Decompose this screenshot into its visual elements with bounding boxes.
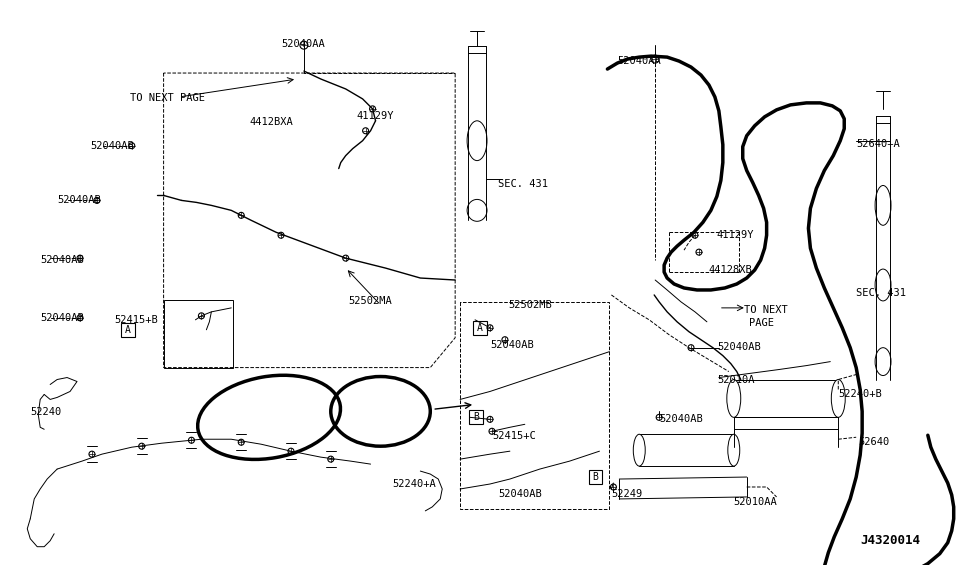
Text: 52040AB: 52040AB <box>498 489 542 499</box>
Text: 52240+A: 52240+A <box>393 479 436 489</box>
Ellipse shape <box>832 380 845 417</box>
Ellipse shape <box>726 380 741 417</box>
Text: SEC. 431: SEC. 431 <box>498 178 548 188</box>
Text: 52240: 52240 <box>30 408 61 417</box>
Text: 52502MA: 52502MA <box>349 296 392 306</box>
Bar <box>589 470 603 484</box>
Text: A: A <box>477 323 483 333</box>
Text: B: B <box>593 472 599 482</box>
Text: 52415+C: 52415+C <box>492 431 535 441</box>
Text: B: B <box>473 413 479 422</box>
Text: 52040AB: 52040AB <box>40 313 84 323</box>
Bar <box>640 434 734 466</box>
Text: 52640: 52640 <box>858 438 889 447</box>
Text: 4412BXA: 4412BXA <box>250 117 292 127</box>
Text: A: A <box>125 325 131 335</box>
Text: 44128XB: 44128XB <box>709 265 753 275</box>
Text: 52040AA: 52040AA <box>281 39 325 49</box>
Text: 52040AB: 52040AB <box>40 255 84 265</box>
Text: 52010A: 52010A <box>717 375 755 384</box>
Ellipse shape <box>727 434 740 466</box>
Text: 52502MB: 52502MB <box>508 300 552 310</box>
Text: 52040AB: 52040AB <box>659 414 703 424</box>
Bar <box>473 321 487 335</box>
Bar <box>121 323 135 337</box>
Bar <box>469 410 483 424</box>
Text: 52010AA: 52010AA <box>734 497 777 507</box>
Text: 52240+B: 52240+B <box>838 389 882 400</box>
Text: 52415+B: 52415+B <box>114 315 158 325</box>
Text: 52640+A: 52640+A <box>856 139 900 149</box>
Text: 52040AB: 52040AB <box>717 342 760 351</box>
Text: 41129Y: 41129Y <box>357 111 394 121</box>
Text: 52040AB: 52040AB <box>58 195 100 205</box>
Text: J4320014: J4320014 <box>860 534 920 547</box>
Text: PAGE: PAGE <box>749 318 774 328</box>
Bar <box>734 380 838 417</box>
Ellipse shape <box>634 434 645 466</box>
Text: TO NEXT PAGE: TO NEXT PAGE <box>130 93 205 103</box>
Text: 52040AA: 52040AA <box>617 56 661 66</box>
Text: 52249: 52249 <box>611 489 643 499</box>
Text: TO NEXT: TO NEXT <box>744 305 788 315</box>
Text: SEC. 431: SEC. 431 <box>856 288 906 298</box>
Text: 52040AB: 52040AB <box>90 141 134 151</box>
Text: 52040AB: 52040AB <box>490 340 533 350</box>
Text: 41129Y: 41129Y <box>717 230 755 240</box>
